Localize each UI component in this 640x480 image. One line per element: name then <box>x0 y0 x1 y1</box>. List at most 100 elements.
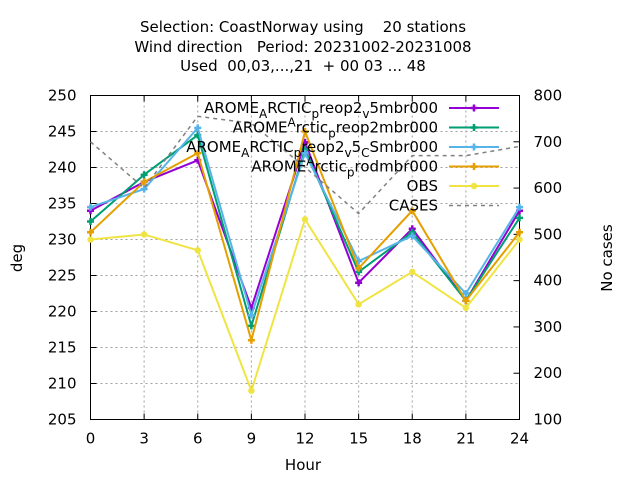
data-point <box>516 228 523 236</box>
data-point <box>140 178 148 186</box>
legend-label: AROMEArcticprodmbr000 <box>251 155 438 180</box>
y-axis-label: deg <box>8 244 26 272</box>
data-point <box>140 231 148 238</box>
data-point <box>462 304 470 312</box>
legend-label-part: rctic <box>315 158 347 176</box>
series-cases <box>90 115 520 215</box>
y-tick-label: 205 <box>48 411 77 429</box>
series-obs <box>87 216 523 394</box>
legend-label-part: AROME <box>204 99 259 117</box>
data-point <box>247 336 255 344</box>
data-point <box>355 279 363 287</box>
title-line-1: Selection: CoastNorway using 20 stations <box>140 18 466 36</box>
data-point <box>140 185 148 193</box>
y-tick-label: 240 <box>48 159 77 177</box>
y2-tick-label: 500 <box>534 225 563 243</box>
series-arome-arctic-preop2-v5-csmbr000 <box>87 124 523 319</box>
legend-label-part: AROME <box>233 119 288 137</box>
legend-label-part: v <box>345 146 352 160</box>
x-tick-label: 6 <box>193 430 203 448</box>
data-point <box>355 301 362 308</box>
data-point <box>408 232 416 240</box>
data-point <box>462 297 470 305</box>
y-tick-label: 220 <box>48 303 77 321</box>
x-tick-label: 18 <box>403 430 422 448</box>
legend-label: AROMEARCTICpreop2v5mbr000 <box>204 99 438 121</box>
y-tick-label: 235 <box>48 195 77 213</box>
series-lines <box>87 115 523 394</box>
legend-label-part: RCTIC <box>267 99 311 117</box>
y-tick-label: 225 <box>48 267 77 285</box>
legend-label-part: A <box>241 146 250 160</box>
data-point <box>470 143 478 151</box>
legend-label: AROMEArcticpreop2mbr000 <box>233 116 438 141</box>
data-point <box>355 264 363 272</box>
legend-label-part: A <box>288 116 297 130</box>
x-tick-label: 12 <box>295 430 314 448</box>
legend-label-part: A <box>306 155 315 169</box>
chart-title: Selection: CoastNorway using 20 stations… <box>134 18 471 75</box>
data-point <box>247 311 255 319</box>
x-tick-label: 3 <box>139 430 149 448</box>
title-line-2: Wind direction Period: 20231002-20231008 <box>134 38 471 56</box>
legend-label-part: 5mbr000 <box>370 99 438 117</box>
y-tick-label: 250 <box>48 87 77 105</box>
legend-label-part: rctic <box>296 119 328 137</box>
legend: AROMEARCTICpreop2v5mbr000AROMEArcticpreo… <box>186 99 499 215</box>
legend-label-part: A <box>259 107 268 121</box>
data-point <box>409 268 416 276</box>
series-arome-arctic-prodmbr000 <box>87 128 523 345</box>
data-point <box>248 387 255 394</box>
legend-entry: CASES <box>389 197 499 215</box>
legend-entry: OBS <box>407 177 499 195</box>
data-point <box>516 236 523 243</box>
y-tick-label: 230 <box>48 231 77 249</box>
data-point <box>301 216 309 223</box>
x-tick-label: 0 <box>86 430 96 448</box>
y2-axis-label: No cases <box>598 224 616 292</box>
y2-tick-label: 100 <box>534 411 563 429</box>
legend-label-part: CASES <box>389 197 438 215</box>
legend-label: AROMEARCTICpreop2v5CSmbr000 <box>186 138 438 160</box>
legend-label-part: AROME <box>251 158 306 176</box>
x-tick-labels: 0 3 6 9 12 15 18 21 24 <box>86 430 529 448</box>
data-point <box>87 203 94 211</box>
y-tick-label: 215 <box>48 339 77 357</box>
data-point <box>194 247 201 254</box>
x-tick-label: 24 <box>510 430 529 448</box>
legend-label-part: Smbr000 <box>370 138 438 156</box>
data-point <box>194 124 202 132</box>
data-point <box>140 171 148 179</box>
legend-label-part: reop2 <box>319 99 362 117</box>
data-point <box>470 104 478 112</box>
data-point <box>462 290 470 297</box>
series-line <box>90 115 520 215</box>
axis-ticks <box>90 95 520 420</box>
legend-entry: AROMEArcticpreop2mbr000 <box>233 116 499 141</box>
data-point <box>301 149 309 157</box>
legend-label-part: AROME <box>186 138 241 156</box>
data-point <box>87 236 94 243</box>
legend-label-part: p <box>294 146 302 160</box>
y2-tick-label: 400 <box>534 272 563 290</box>
data-point <box>516 214 523 222</box>
y2-tick-label: 800 <box>534 87 563 105</box>
legend-entry: AROMEArcticprodmbr000 <box>251 155 499 180</box>
legend-label-part: RCTIC <box>249 138 293 156</box>
data-point <box>516 203 523 211</box>
x-axis-label: Hour <box>285 456 322 474</box>
y2-tick-label: 200 <box>534 364 563 382</box>
legend-label-part: 5 <box>352 138 362 156</box>
data-point <box>408 207 416 215</box>
data-point <box>470 182 478 190</box>
x-tick-label: 21 <box>456 430 475 448</box>
y2-tick-label: 300 <box>534 318 563 336</box>
legend-entry: AROMEARCTICpreop2v5CSmbr000 <box>186 138 499 160</box>
y2-tick-label: 700 <box>534 133 563 151</box>
legend-entry: AROMEARCTICpreop2v5mbr000 <box>204 99 499 121</box>
y-tick-labels: 205 210 215 220 225 230 235 240 245 250 <box>48 87 77 429</box>
y2-tick-label: 600 <box>534 179 563 197</box>
data-point <box>301 128 309 135</box>
x-tick-label: 15 <box>349 430 368 448</box>
